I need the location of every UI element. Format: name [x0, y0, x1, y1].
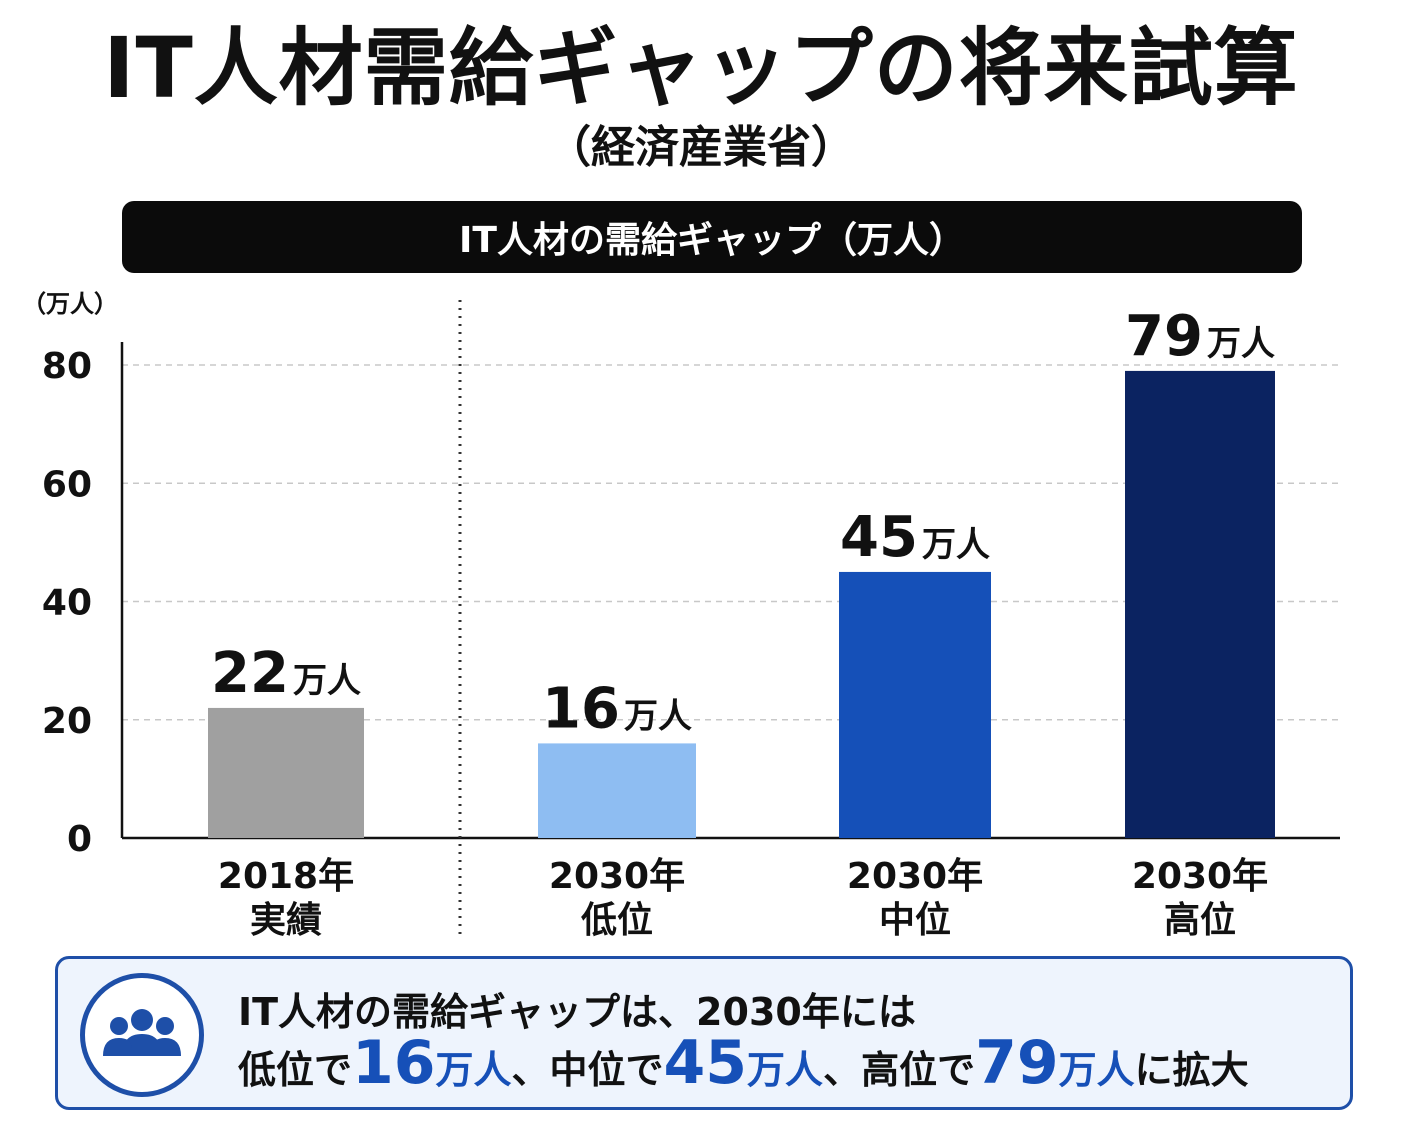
- callout-text: 低位で: [238, 1048, 353, 1092]
- summary-callout: IT人材の需給ギャップは、2030年には 低位で16万人、中位で45万人、高位で…: [55, 956, 1353, 1110]
- data-label: 79 万人: [1125, 304, 1275, 369]
- callout-unit: 万人: [435, 1048, 512, 1092]
- chart-title: IT人材需給ギャップの将来試算: [103, 19, 1299, 117]
- y-tick-label: 20: [42, 701, 92, 742]
- callout-unit: 万人: [1058, 1048, 1135, 1092]
- people-group-icon: [80, 973, 204, 1097]
- x-tick-label: 中位: [879, 900, 951, 941]
- x-tick-label: 実績: [250, 900, 322, 941]
- bar: [839, 571, 991, 838]
- bar: [208, 707, 364, 838]
- x-tick-label: 2030年: [847, 856, 983, 897]
- y-tick-label: 40: [42, 583, 92, 624]
- callout-text: 、中位で: [511, 1048, 664, 1092]
- x-tick-label: 低位: [581, 900, 653, 941]
- callout-value-high: 79: [975, 1028, 1059, 1098]
- chart-banner: IT人材の需給ギャップ（万人）: [122, 201, 1302, 273]
- y-tick-label: 80: [42, 346, 92, 387]
- x-tick-label: 2030年: [1132, 856, 1268, 897]
- x-tick-label: 2018年: [218, 856, 354, 897]
- data-label: 16 万人: [542, 676, 692, 741]
- bar: [538, 743, 696, 838]
- callout-line-1: IT人材の需給ギャップは、2030年には: [238, 990, 916, 1034]
- y-tick-label: 60: [42, 464, 92, 505]
- y-axis-unit-label: （万人）: [22, 290, 118, 318]
- callout-value-mid: 45: [663, 1028, 748, 1098]
- x-tick-label: 2030年: [549, 856, 685, 897]
- data-label: 22 万人: [211, 641, 361, 706]
- banner-label: IT人材の需給ギャップ（万人）: [459, 220, 965, 261]
- callout-unit: 万人: [747, 1048, 824, 1092]
- x-tick-label: 高位: [1164, 900, 1236, 941]
- callout-text: 、高位で: [823, 1048, 976, 1092]
- chart-subtitle: （経済産業省）: [547, 122, 855, 173]
- bar: [1125, 370, 1275, 838]
- y-tick-label: 0: [67, 819, 92, 860]
- callout-value-low: 16: [352, 1028, 436, 1098]
- callout-line-2: 低位で16万人、中位で45万人、高位で79万人に拡大: [238, 1031, 1249, 1102]
- data-label: 45 万人: [840, 505, 990, 570]
- callout-text: に拡大: [1134, 1048, 1249, 1092]
